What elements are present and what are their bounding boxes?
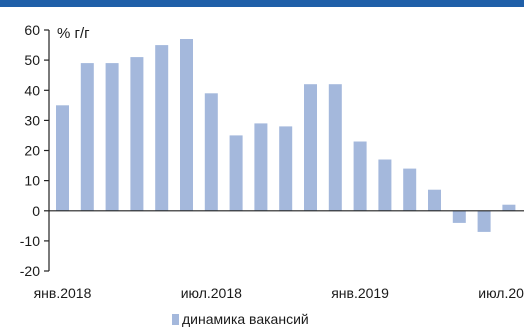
y-tick-label: 10	[24, 173, 40, 189]
y-unit-label: % г/г	[57, 25, 90, 42]
bar	[204, 93, 218, 211]
bar	[180, 39, 193, 211]
legend-swatch	[172, 313, 179, 325]
bar	[254, 123, 268, 211]
bar	[452, 210, 466, 223]
bar	[155, 45, 169, 211]
y-tick-label: 60	[24, 22, 40, 38]
header-bar	[0, 0, 524, 7]
legend-label: динамика вакансий	[182, 311, 309, 327]
bar	[130, 57, 144, 211]
y-tick-label: -10	[20, 233, 40, 249]
bar	[353, 141, 367, 211]
bar	[378, 159, 392, 211]
y-tick-label: 30	[24, 112, 40, 128]
legend: динамика вакансий	[172, 310, 309, 328]
y-tick-label: -20	[20, 263, 40, 279]
bar	[80, 63, 94, 211]
x-tick-label: июл.2019	[478, 285, 524, 301]
x-tick-label: июл.2018	[181, 285, 242, 301]
x-tick-label: янв.2019	[331, 285, 389, 301]
bar	[428, 189, 441, 211]
bar	[403, 168, 417, 211]
y-tick-label: 50	[24, 52, 40, 68]
y-tick-label: 0	[32, 203, 40, 219]
y-tick-label: 40	[24, 82, 40, 98]
y-tick-label: 20	[24, 143, 40, 159]
bar	[279, 126, 293, 211]
bar	[328, 84, 342, 211]
bar	[56, 105, 69, 211]
bar	[304, 84, 317, 211]
axes-layer	[44, 29, 524, 272]
bar	[502, 204, 516, 211]
bar	[229, 135, 243, 211]
labels-layer: -20 -10 0 10 20 30 40 50 60 янв.2018 июл.2018 янв.2…	[20, 22, 524, 301]
bar	[477, 210, 491, 232]
x-tick-label: янв.2018	[34, 285, 92, 301]
bars-layer	[56, 39, 516, 232]
bar	[105, 63, 119, 211]
